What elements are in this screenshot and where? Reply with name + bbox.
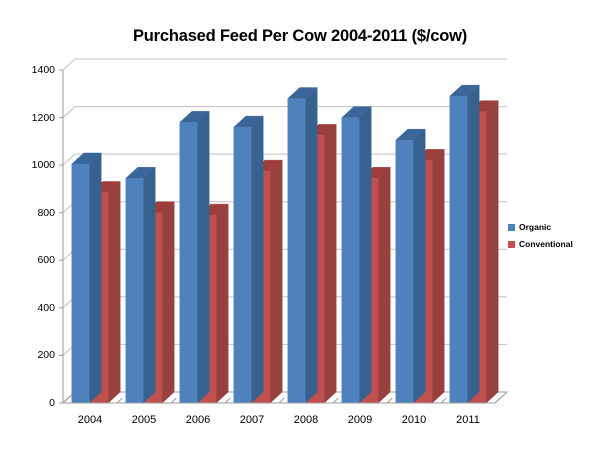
- x-tick-mark: [278, 397, 285, 404]
- bar-organic-2010: [395, 139, 414, 404]
- chart-legend: Organic Conventional: [508, 222, 573, 256]
- bar-conventional-2005-side: [162, 201, 175, 404]
- y-tick-label: 0: [49, 397, 55, 409]
- legend-item-conventional[interactable]: Conventional: [508, 239, 573, 249]
- legend-item-organic[interactable]: Organic: [508, 222, 573, 232]
- bar-conventional-2009-side: [378, 166, 391, 404]
- bar-organic-2005-side: [143, 166, 156, 404]
- x-tick-mark: [62, 397, 69, 404]
- y-tick-label: 800: [37, 206, 55, 219]
- x-tick-label-2008: 2008: [293, 414, 319, 426]
- legend-swatch-icon: [508, 223, 515, 231]
- x-tick-label-2006: 2006: [185, 414, 211, 426]
- gridline-depth: [62, 106, 76, 118]
- bar-conventional-2011-side: [486, 100, 499, 404]
- bar-organic-2009: [341, 117, 360, 404]
- legend-label: Organic: [519, 222, 552, 232]
- bar-organic-2005: [125, 178, 144, 404]
- x-tick-label-2004: 2004: [77, 414, 103, 426]
- x-tick-mark: [224, 397, 231, 404]
- y-tick-label: 200: [37, 349, 55, 362]
- x-tick-mark: [332, 397, 339, 404]
- y-tick-label: 1200: [31, 111, 55, 124]
- gridline-depth: [62, 58, 76, 71]
- x-tick-label-2009: 2009: [347, 414, 373, 426]
- x-tick-label-2007: 2007: [239, 414, 265, 426]
- x-tick-mark: [116, 397, 123, 404]
- bar-organic-2008: [287, 98, 306, 404]
- x-tick-label-2005: 2005: [131, 414, 157, 426]
- y-tick-label: 400: [37, 301, 55, 314]
- x-tick-label-2011: 2011: [456, 414, 480, 426]
- legend-label: Conventional: [519, 239, 573, 249]
- bar-organic-2004-side: [89, 152, 102, 404]
- bar-conventional-2007-side: [270, 159, 283, 404]
- bar-organic-2011-side: [467, 84, 480, 404]
- bar-organic-2007-side: [251, 115, 264, 404]
- x-tick-mark: [386, 397, 393, 404]
- bar-organic-2006: [179, 122, 198, 404]
- x-tick-mark: [170, 397, 177, 404]
- bar-conventional-2004-side: [108, 181, 121, 404]
- chart-title: Purchased Feed Per Cow 2004-2011 ($/cow): [132, 27, 468, 45]
- bar-organic-2008-side: [305, 87, 318, 404]
- y-tick-label: 1400: [31, 64, 55, 76]
- bar-organic-2011: [449, 95, 468, 404]
- bar-organic-2009-side: [359, 106, 372, 404]
- x-tick-mark: [440, 397, 447, 404]
- x-tick-mark: [494, 397, 501, 404]
- legend-swatch-icon: [508, 240, 515, 248]
- bar-conventional-2010-side: [432, 148, 445, 404]
- bar-conventional-2006-side: [216, 203, 229, 404]
- bar-organic-2004: [71, 163, 90, 404]
- gridline-depth: [62, 153, 76, 166]
- bar-organic-2010-side: [413, 128, 426, 404]
- x-tick-label-2010: 2010: [401, 414, 427, 426]
- y-tick-label: 1000: [31, 159, 55, 172]
- bar-organic-2007: [233, 126, 252, 404]
- bar-conventional-2008-side: [324, 123, 337, 404]
- y-tick-label: 600: [37, 254, 55, 267]
- bar-organic-2006-side: [197, 110, 210, 404]
